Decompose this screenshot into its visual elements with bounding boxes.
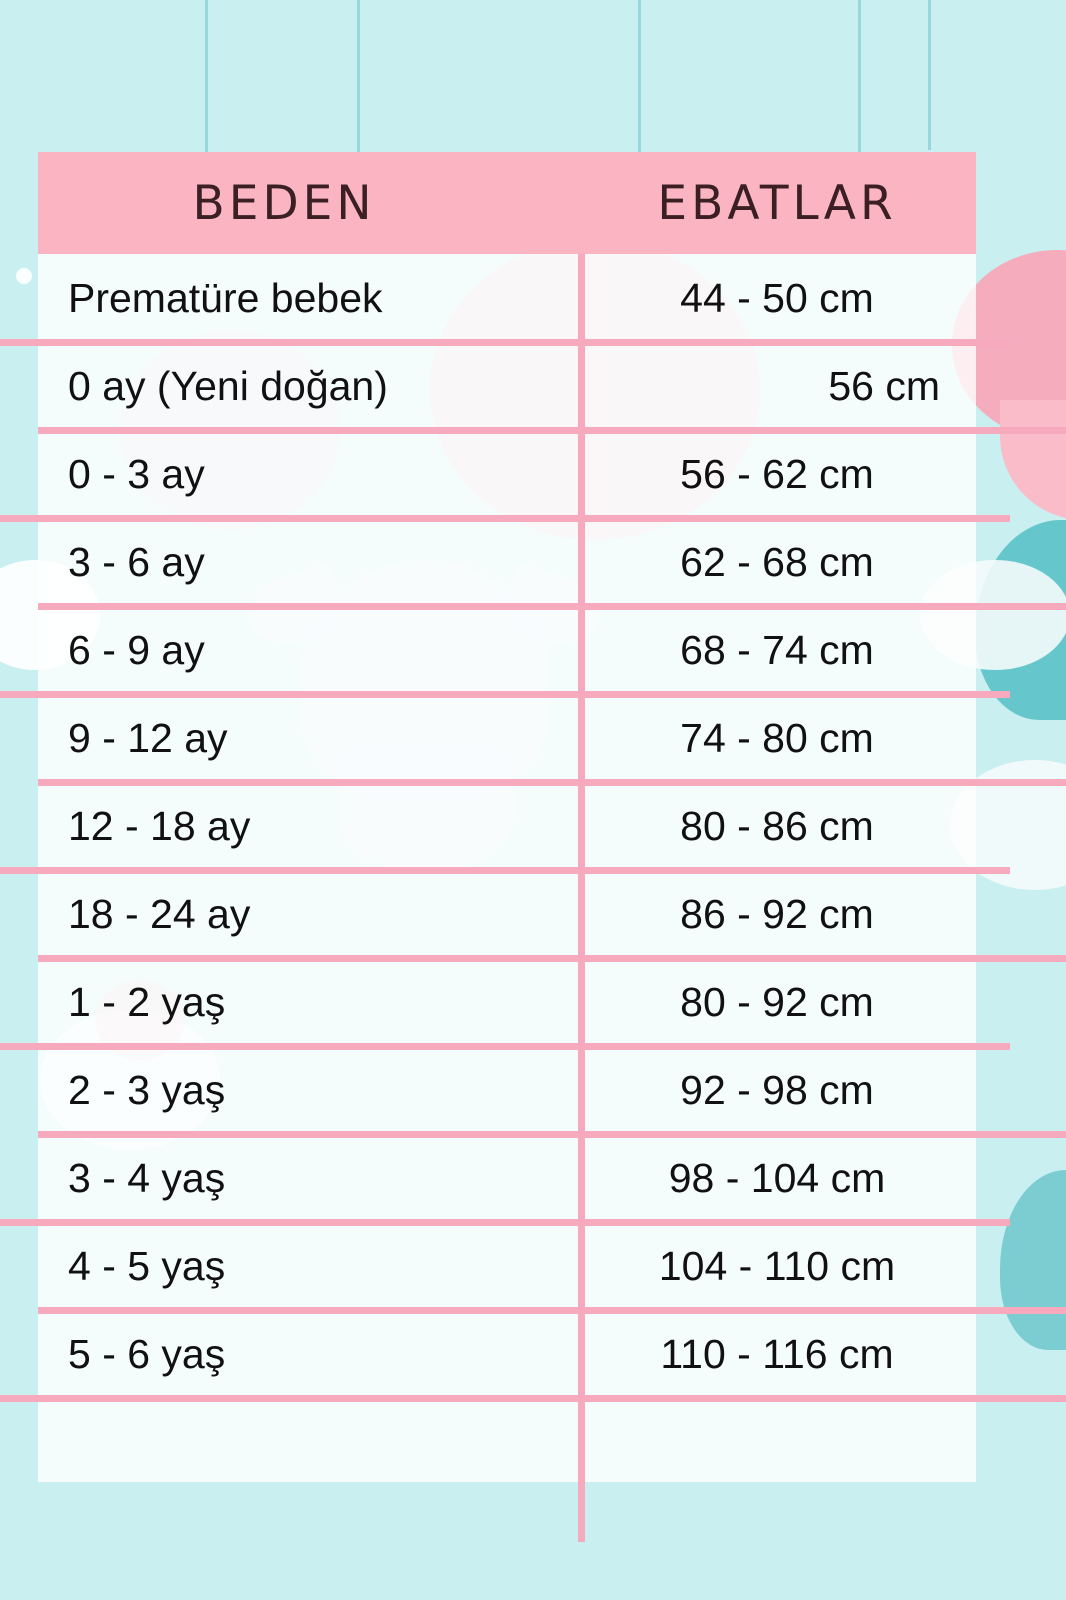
table-row: 6 - 9 ay 68 - 74 cm (38, 606, 976, 694)
row-separator (38, 779, 1066, 786)
row-separator (38, 955, 1066, 962)
table-body: Prematüre bebek 44 - 50 cm 0 ay (Yeni doğa… (0, 254, 1066, 1482)
row-separator (0, 867, 1010, 874)
dot-decor (16, 268, 32, 284)
row-separator (38, 427, 1066, 434)
pink-balloon-tail (1000, 400, 1066, 520)
cell-dimension: 56 - 62 cm (680, 450, 874, 497)
table-row: 12 - 18 ay 80 - 86 cm (38, 782, 976, 870)
row-separator (0, 515, 1010, 522)
cell-size: 18 - 24 ay (68, 890, 251, 937)
hanging-string (928, 0, 931, 150)
cell-dimension: 74 - 80 cm (680, 714, 874, 761)
cell-size: Prematüre bebek (68, 274, 383, 321)
cell-size: 0 - 3 ay (68, 450, 205, 497)
cell-dimension: 44 - 50 cm (680, 274, 874, 321)
cell-size: 12 - 18 ay (68, 802, 251, 849)
cell-dimension: 80 - 92 cm (680, 978, 874, 1025)
table-row: 18 - 24 ay 86 - 92 cm (38, 870, 976, 958)
cell-dimension: 98 - 104 cm (668, 1154, 886, 1201)
cell-size: 2 - 3 yaş (68, 1066, 226, 1113)
row-separator (38, 1307, 1066, 1314)
row-separator (0, 1395, 1066, 1402)
table-row: 5 - 6 yaş 110 - 116 cm (38, 1310, 976, 1398)
cell-size: 0 ay (Yeni doğan) (68, 362, 388, 409)
table-header-row: BEDEN EBATLAR (38, 152, 976, 254)
hanging-string (638, 0, 641, 160)
cell-dimension: 110 - 116 cm (660, 1330, 894, 1377)
cell-dimension: 56 cm (828, 362, 940, 409)
row-separator (38, 1131, 1066, 1138)
hanging-string (205, 0, 208, 170)
row-separator (0, 1043, 1010, 1050)
cell-dimension: 68 - 74 cm (680, 626, 874, 673)
table-row: 0 ay (Yeni doğan) 56 cm (38, 342, 976, 430)
cell-dimension: 92 - 98 cm (680, 1066, 874, 1113)
table-row: 0 - 3 ay 56 - 62 cm (38, 430, 976, 518)
size-chart-table: BEDEN EBATLAR Prematüre bebek 44 - 50 cm 0… (0, 152, 1066, 1482)
column-divider (578, 254, 585, 1542)
cell-dimension: 80 - 86 cm (680, 802, 874, 849)
table-row: 3 - 6 ay 62 - 68 cm (38, 518, 976, 606)
table-row: 3 - 4 yaş 98 - 104 cm (38, 1134, 976, 1222)
table-row: 4 - 5 yaş 104 - 110 cm (38, 1222, 976, 1310)
cell-size: 4 - 5 yaş (68, 1242, 226, 1289)
row-separator (0, 339, 1010, 346)
cell-size: 3 - 6 ay (68, 538, 205, 585)
cell-size: 3 - 4 yaş (68, 1154, 226, 1201)
hanging-string (357, 0, 360, 166)
table-row: 1 - 2 yaş 80 - 92 cm (38, 958, 976, 1046)
hanging-string (858, 0, 861, 160)
table-row: 9 - 12 ay 74 - 80 cm (38, 694, 976, 782)
table-row: 2 - 3 yaş 92 - 98 cm (38, 1046, 976, 1134)
cell-dimension: 104 - 110 cm (658, 1242, 896, 1289)
cell-size: 9 - 12 ay (68, 714, 228, 761)
cell-size: 6 - 9 ay (68, 626, 205, 673)
row-separator (0, 691, 1010, 698)
table-row (38, 1398, 976, 1482)
cell-size: 1 - 2 yaş (68, 978, 226, 1025)
column-header-dimension: EBATLAR (657, 175, 897, 231)
row-separator (38, 603, 1066, 610)
teal-swoosh-decor (1000, 1170, 1066, 1350)
cell-size: 5 - 6 yaş (68, 1330, 226, 1377)
cell-dimension: 62 - 68 cm (680, 538, 874, 585)
column-header-size: BEDEN (192, 175, 376, 231)
table-row: Prematüre bebek 44 - 50 cm (38, 254, 976, 342)
cell-dimension: 86 - 92 cm (680, 890, 874, 937)
row-separator (0, 1219, 1010, 1226)
